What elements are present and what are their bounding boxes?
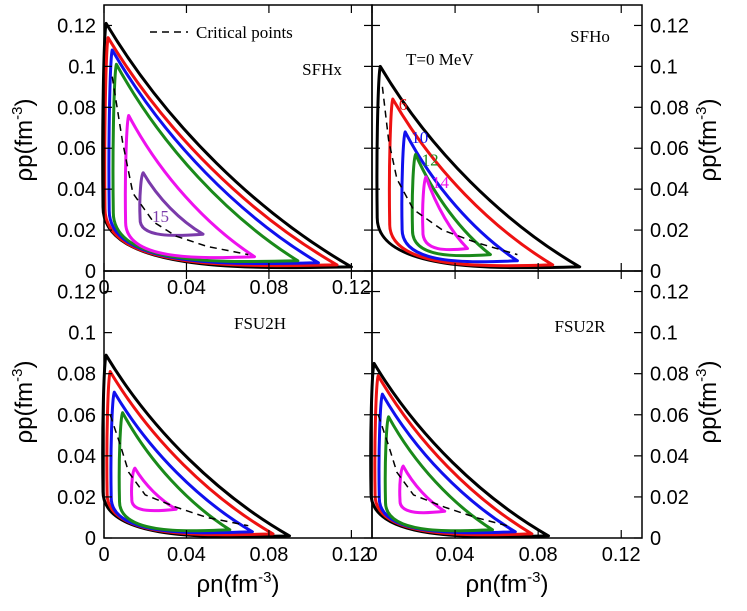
panel-frame [371, 270, 643, 539]
y-tick-label: 0.1 [650, 56, 678, 78]
y-tick-label: 0.08 [650, 97, 689, 119]
x-tick-label: 0.04 [436, 544, 475, 566]
temperature-label: 15 [152, 207, 169, 226]
y-tick-label: 0.12 [57, 15, 96, 37]
curve-t10 [109, 390, 254, 535]
y-tick-label: 0.04 [57, 446, 96, 468]
y-tick-label: 0.04 [57, 179, 96, 201]
critical-points-line [381, 86, 518, 256]
x-tick-label: 0 [366, 544, 377, 566]
curve-t15 [138, 171, 205, 237]
curve-t0 [369, 361, 550, 539]
temperature-label: 10 [411, 128, 428, 147]
y-tick-label: 0.04 [650, 446, 689, 468]
curve-t0 [375, 64, 582, 270]
curve-t14 [398, 464, 447, 515]
curve-t10 [400, 130, 519, 264]
curve-t14 [123, 114, 256, 260]
x-axis-label-right: ρn(fm-3) [466, 569, 549, 598]
panel-sfhx: 00.020.040.060.080.10.120 0.04 0.08 0.12SFH… [57, 4, 373, 299]
curve-t14 [421, 175, 469, 252]
x-tick-label: 0.08 [519, 544, 558, 566]
critical-points-line [109, 414, 249, 527]
y-tick-label: 0.1 [650, 323, 678, 345]
panel-name: FSU2H [234, 314, 286, 333]
panel-fsu2h: 0 0.02 0.04 0.06 0.08 0.1 0.12 0 0.04 0.08 0.12 FSU… [57, 270, 373, 566]
panel-name: SFHo [570, 27, 610, 46]
temperature-label: 12 [422, 150, 439, 169]
y-tick-label: 0.02 [650, 220, 689, 242]
panel-name: SFHx [302, 60, 342, 79]
critical-points-line [377, 414, 508, 527]
panel-name: FSU2R [554, 317, 606, 336]
y-axis-label-bottom-right: ρp(fm-3) [693, 361, 722, 444]
y-tick-label: 0.08 [57, 97, 96, 119]
x-tick-label: 0.12 [332, 544, 371, 566]
x-tick-label: 0.04 [167, 544, 206, 566]
panel-sfho: 0 0.02 0.04 0.06 0.08 0.1 0.12 SFHo 610 12 14 [371, 4, 689, 283]
curve-t10 [377, 392, 517, 535]
x-tick-label: 0.08 [249, 277, 288, 299]
critical-points-line [111, 76, 249, 256]
y-tick-label: 0.08 [650, 364, 689, 386]
panels-group: 00.020.040.060.080.10.120 0.04 0.08 0.12SFH… [9, 4, 722, 598]
y-tick-label: 0 [85, 261, 96, 283]
y-tick-label: 0.1 [68, 323, 96, 345]
y-tick-label: 0.04 [650, 179, 689, 201]
panel-fsu2r: 0 0.02 0.04 0.06 0.08 0.1 0.12 0 0.04 0.08 0.12 FSU… [366, 270, 689, 566]
y-tick-label: 0.12 [57, 282, 96, 304]
y-tick-label: 0.08 [57, 364, 96, 386]
panel-frame [103, 4, 373, 272]
curve-t14 [130, 466, 178, 513]
y-tick-label: 0.06 [650, 405, 689, 427]
temperature-note: T=0 MeV [406, 50, 474, 69]
curve-t0 [101, 353, 291, 539]
y-tick-label: 0.06 [57, 405, 96, 427]
y-tick-label: 0.12 [650, 15, 689, 37]
x-tick-label: 0.04 [167, 277, 206, 299]
curve-t12 [111, 62, 300, 264]
temperature-label: 14 [432, 173, 450, 192]
y-tick-label: 0 [650, 261, 661, 283]
y-tick-label: 0.02 [57, 220, 96, 242]
x-tick-label: 0.12 [332, 277, 371, 299]
x-axis-label-left: ρn(fm-3) [197, 569, 280, 598]
legend: Critical points [150, 23, 293, 42]
curve-t6 [387, 97, 555, 268]
panel-frame [103, 270, 373, 539]
legend-label: Critical points [196, 23, 293, 42]
y-tick-label: 0 [650, 528, 661, 550]
curve-t12 [383, 415, 494, 533]
y-axis-label-top-left: ρp(fm-3) [9, 99, 38, 182]
y-axis-label-bottom-left: ρp(fm-3) [9, 361, 38, 444]
y-tick-label: 0.02 [650, 487, 689, 509]
y-tick-label: 0.06 [57, 138, 96, 160]
x-tick-label: 0.12 [602, 544, 641, 566]
x-tick-label: 0.08 [249, 544, 288, 566]
curve-t12 [117, 411, 232, 533]
curve-t6 [373, 374, 534, 537]
curve-t6 [105, 370, 275, 537]
y-axis-label-top-right: ρp(fm-3) [693, 99, 722, 182]
x-tick-label: 0 [98, 544, 109, 566]
y-tick-label: 0 [85, 528, 96, 550]
y-tick-label: 0.1 [68, 56, 96, 78]
temperature-label: 6 [399, 95, 408, 114]
curve-t12 [410, 152, 492, 258]
y-tick-label: 0.12 [650, 282, 689, 304]
y-tick-label: 0.06 [650, 138, 689, 160]
y-tick-label: 0.02 [57, 487, 96, 509]
